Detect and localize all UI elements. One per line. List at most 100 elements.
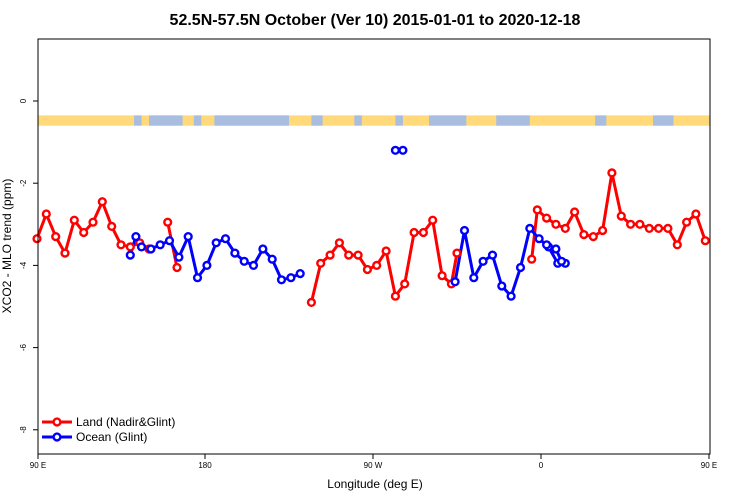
legend-entry-label: Ocean (Glint) [76, 430, 147, 444]
land-data-point [381, 246, 391, 256]
landmask-strip [38, 115, 710, 126]
land-data-point [60, 248, 70, 258]
land-data-point [616, 211, 626, 221]
y-tick-label: -2 [19, 179, 28, 187]
x-tick-label: 180 [198, 461, 212, 470]
land-data-point [409, 227, 419, 238]
ocean-data-point [506, 291, 516, 301]
ocean-data-point [398, 145, 408, 155]
landmask-land [38, 115, 710, 126]
ocean-data-point [534, 234, 544, 244]
land-data-point [700, 236, 710, 246]
ocean-data-point [248, 260, 259, 271]
x-tick-label: 90 E [30, 461, 46, 470]
x-tick-label: 90 W [364, 461, 383, 470]
ocean-data-point [239, 256, 249, 266]
ocean-data-point [125, 250, 135, 260]
landmask-ocean [134, 115, 142, 126]
land-data-point [569, 207, 580, 217]
landmask-ocean [429, 115, 467, 126]
ocean-data-point [469, 273, 479, 283]
y-tick-label: 0 [19, 98, 28, 103]
land-data-point [306, 297, 317, 308]
plot-frame [37, 38, 711, 455]
land-data-point [107, 221, 117, 232]
land-data-point [644, 223, 654, 234]
landmask-ocean [653, 115, 674, 126]
ocean-data-point [497, 281, 507, 291]
land-data-point [681, 217, 692, 227]
land-data-point [163, 217, 173, 227]
legend-entry-label: Land (Nadir&Glint) [76, 415, 175, 429]
land-data-point [97, 197, 107, 207]
land-data-point [41, 209, 51, 219]
land-data-point [597, 225, 608, 236]
ocean-data-point [295, 269, 305, 279]
ocean-data-point [390, 145, 401, 155]
land-data-point [532, 205, 542, 215]
x-tick-label: 0 [539, 461, 544, 470]
land-data-point [125, 242, 135, 252]
land-data-point [32, 234, 42, 244]
ocean-series-line [453, 226, 566, 298]
y-tick-label: -6 [19, 343, 28, 351]
land-data-point [390, 291, 401, 301]
ocean-data-point [146, 244, 156, 254]
series-lines [35, 148, 707, 303]
land-data-point [672, 240, 682, 250]
ocean-data-point [556, 256, 567, 266]
ocean-data-point [211, 238, 221, 248]
land-data-point [172, 262, 182, 273]
land-data-point [691, 209, 701, 219]
landmask-ocean [354, 115, 362, 126]
ocean-data-point [164, 236, 175, 246]
landmask-ocean [395, 115, 403, 126]
legend-swatch-marker [52, 432, 62, 442]
ocean-data-point [267, 254, 277, 264]
land-data-point [353, 250, 363, 260]
land-data-point [437, 271, 447, 281]
ocean-data-point [258, 244, 268, 254]
land-data-point [428, 215, 438, 225]
land-data-point [79, 227, 89, 238]
ocean-data-point [202, 260, 212, 271]
ocean-data-point [450, 277, 460, 287]
ocean-data-point [220, 234, 231, 244]
ocean-data-point [459, 225, 470, 236]
land-data-point [116, 240, 126, 250]
ocean-data-point [192, 273, 203, 283]
ocean-data-point [525, 223, 535, 234]
land-data-point [325, 250, 335, 260]
ocean-data-point [174, 252, 184, 262]
ocean-data-point [478, 256, 488, 266]
land-data-point [653, 223, 664, 234]
land-data-point [452, 248, 462, 258]
ocean-data-point [515, 262, 526, 273]
land-data-point [316, 258, 326, 268]
y-axis-ticks: 0 -2 -4 -6 -8 [19, 98, 38, 433]
ocean-data-point [487, 250, 498, 260]
chart-title: 52.5N-57.5N October (Ver 10) 2015-01-01 … [170, 12, 581, 29]
x-axis-label: Longitude (deg E) [327, 477, 422, 491]
y-tick-label: -8 [19, 426, 28, 434]
land-data-point [551, 219, 561, 229]
ocean-data-point [541, 240, 552, 250]
landmask-ocean [193, 115, 202, 126]
land-data-point [372, 260, 382, 271]
land-data-point [362, 264, 373, 275]
land-series-line [309, 218, 459, 303]
ocean-data-point [286, 273, 296, 283]
land-data-point [418, 227, 429, 238]
ocean-data-point [183, 232, 193, 242]
ocean-data-point [276, 275, 287, 285]
series-points [32, 145, 710, 308]
x-tick-label: 90 E [701, 461, 717, 470]
land-data-point [560, 223, 570, 234]
land-data-point [588, 232, 598, 242]
land-data-point [400, 279, 410, 289]
landmask-ocean [496, 115, 530, 126]
landmask-ocean [311, 115, 323, 126]
ocean-data-point [136, 242, 147, 252]
ocean-data-point [551, 244, 561, 254]
